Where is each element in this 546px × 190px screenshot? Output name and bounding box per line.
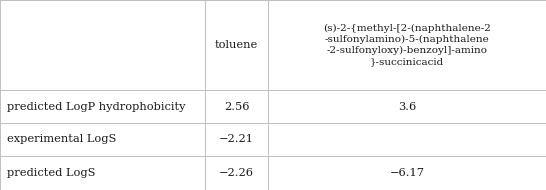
- Text: 2.56: 2.56: [224, 101, 250, 112]
- Text: 3.6: 3.6: [398, 101, 416, 112]
- Text: (s)-2-{methyl-[2-(naphthalene-2
-sulfonylamino)-5-(naphthalene
-2-sulfonyloxy)-b: (s)-2-{methyl-[2-(naphthalene-2 -sulfony…: [323, 24, 491, 66]
- Text: predicted LogP hydrophobicity: predicted LogP hydrophobicity: [7, 101, 186, 112]
- Text: −6.17: −6.17: [389, 168, 424, 178]
- Text: −2.21: −2.21: [219, 135, 254, 145]
- Text: experimental LogS: experimental LogS: [7, 135, 116, 145]
- Text: toluene: toluene: [215, 40, 258, 50]
- Text: predicted LogS: predicted LogS: [7, 168, 96, 178]
- Text: −2.26: −2.26: [219, 168, 254, 178]
